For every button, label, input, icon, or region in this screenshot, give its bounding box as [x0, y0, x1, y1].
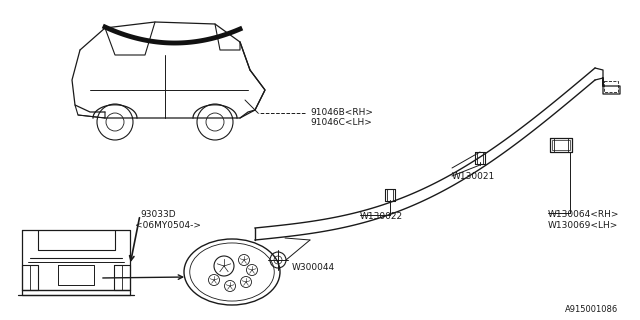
Text: 93033D: 93033D [140, 210, 175, 219]
Text: <06MY0504->: <06MY0504-> [135, 221, 201, 230]
Text: 91046C<LH>: 91046C<LH> [310, 118, 372, 127]
Text: W300044: W300044 [292, 263, 335, 272]
Text: W130022: W130022 [360, 212, 403, 221]
Text: W130064<RH>: W130064<RH> [548, 210, 620, 219]
Text: 91046B<RH>: 91046B<RH> [310, 108, 373, 117]
Text: A915001086: A915001086 [565, 305, 618, 314]
Text: W130021: W130021 [452, 172, 495, 181]
Bar [552, 140, 570, 150]
Text: W130069<LH>: W130069<LH> [548, 221, 618, 230]
Bar [604, 81, 618, 92]
